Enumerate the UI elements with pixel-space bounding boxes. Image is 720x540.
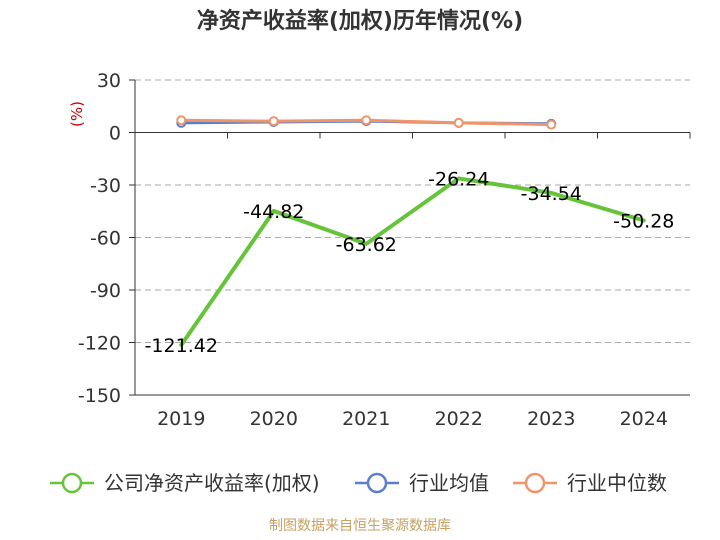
- y-tick-label: -150: [78, 385, 121, 407]
- series-2: [176, 115, 557, 130]
- x-tick-label: 2023: [527, 408, 575, 430]
- chart-title: 净资产收益率(加权)历年情况(%): [197, 8, 523, 34]
- series-lines: [176, 115, 646, 347]
- data-point: [361, 115, 372, 126]
- series-0: [179, 176, 646, 347]
- x-tick-label: 2024: [620, 408, 668, 430]
- y-tick-label: -120: [78, 333, 121, 355]
- legend: 公司净资产收益率(加权) 行业均值 行业中位数: [50, 471, 667, 495]
- series-line: [179, 176, 646, 347]
- y-tick-label: 30: [97, 70, 121, 92]
- legend-marker: [61, 472, 83, 494]
- x-tick-label: 2020: [250, 408, 298, 430]
- data-label: -63.62: [336, 234, 397, 256]
- data-label: -34.54: [521, 183, 582, 205]
- legend-item: 行业中位数: [513, 471, 667, 495]
- data-point: [453, 117, 464, 128]
- legend-marker: [366, 472, 388, 494]
- x-tick-label: 2022: [435, 408, 483, 430]
- data-point: [546, 119, 557, 130]
- legend-label: 行业均值: [409, 471, 489, 495]
- legend-label: 公司净资产收益率(加权): [104, 471, 320, 495]
- y-tick-labels: 30 0 -30 -60 -90 -120 -150: [78, 70, 121, 407]
- legend-label: 行业中位数: [567, 471, 667, 495]
- data-label: -26.24: [428, 168, 489, 190]
- x-tick-label: 2021: [342, 408, 390, 430]
- y-tick-label: -60: [90, 228, 121, 250]
- y-tick-label: 0: [109, 123, 121, 145]
- y-tick-label: -90: [90, 280, 121, 302]
- legend-item: 公司净资产收益率(加权): [50, 471, 320, 495]
- data-label: -50.28: [613, 210, 674, 232]
- legend-item: 行业均值: [355, 471, 489, 495]
- data-labels: -121.42 -44.82 -63.62 -26.24 -34.54 -50.28: [145, 168, 675, 357]
- x-tick-labels: 2019 2020 2021 2022 2023 2024: [157, 408, 668, 430]
- data-source-note: 制图数据来自恒生聚源数据库: [269, 518, 451, 534]
- data-point: [268, 116, 279, 127]
- y-tick-label: -30: [90, 175, 121, 197]
- x-tick-label: 2019: [157, 408, 205, 430]
- axes: [129, 79, 691, 396]
- data-label: -121.42: [145, 335, 218, 357]
- data-label: -44.82: [243, 201, 304, 223]
- y-axis-unit: (%): [68, 101, 86, 127]
- data-point: [176, 115, 187, 126]
- legend-marker: [524, 472, 546, 494]
